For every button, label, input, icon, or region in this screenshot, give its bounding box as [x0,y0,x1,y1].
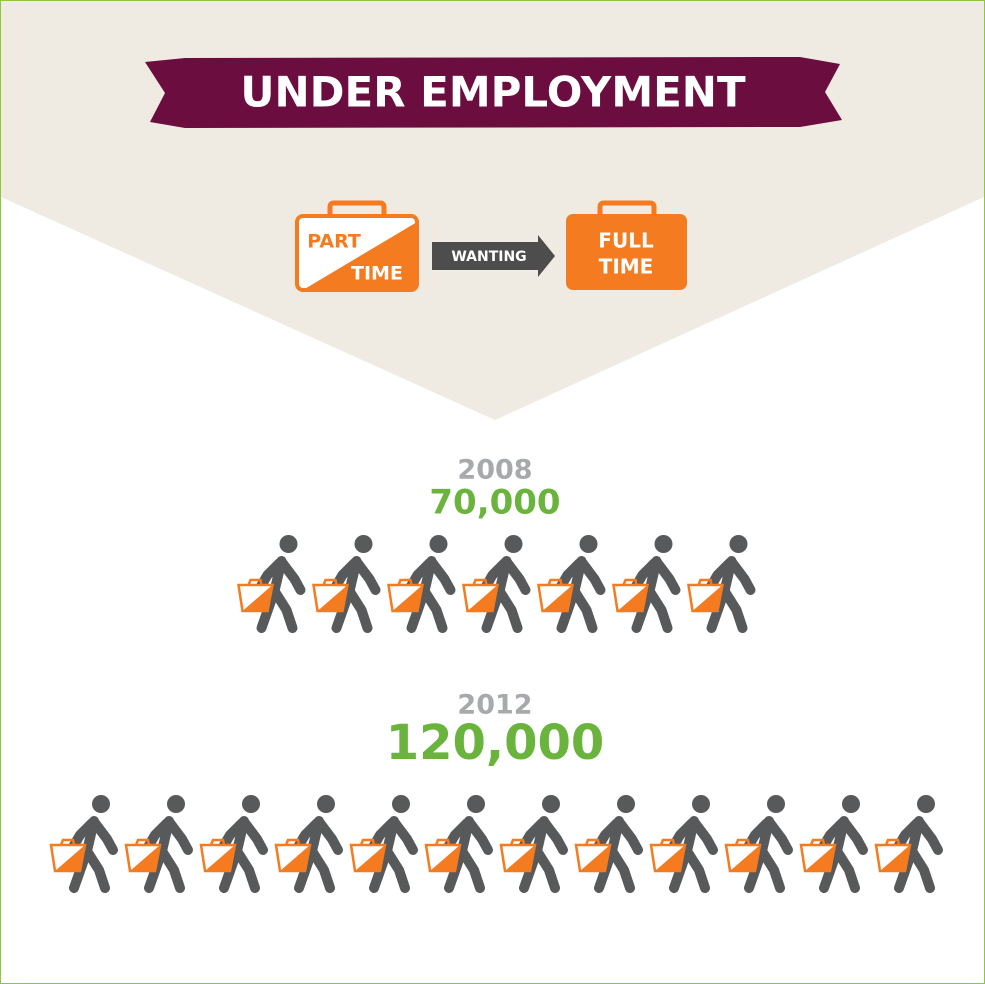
arrow-label: WANTING [451,249,526,265]
title-banner [145,57,842,128]
full-time-case: FULL TIME [566,200,687,290]
value-label: 70,000 [429,483,560,523]
value-label: 120,000 [386,715,605,771]
case-label: PART [307,231,361,253]
case-label: FULL [598,229,654,253]
part-time-case: PART TIME [295,200,419,292]
case-label: TIME [351,263,403,285]
arrow: WANTING [432,235,555,277]
case-label: TIME [599,255,654,279]
year-label: 2012 [457,690,532,721]
year-label: 2008 [457,455,532,486]
title: UNDER EMPLOYMENT [240,68,746,117]
